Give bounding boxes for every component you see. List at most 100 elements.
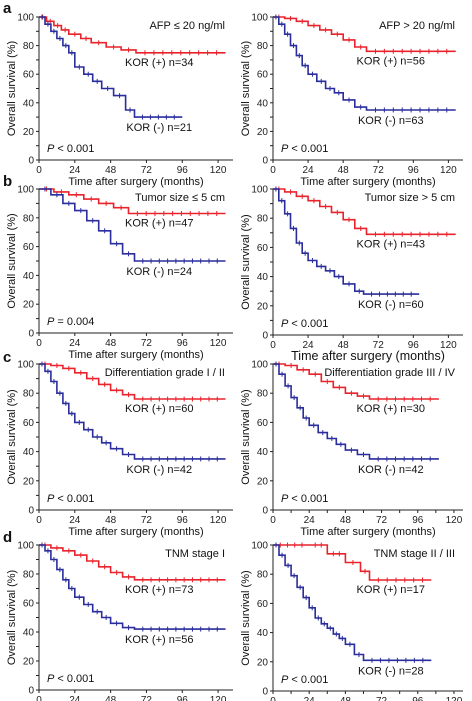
x-tick-label: 72 bbox=[141, 338, 153, 349]
y-tick-label: 0 bbox=[28, 156, 34, 167]
series-label: KOR (-) n=42 bbox=[126, 464, 192, 476]
series-label: KOR (+) n=34 bbox=[125, 57, 193, 69]
y-tick-label: 0 bbox=[262, 156, 268, 167]
y-tick-label: 40 bbox=[257, 628, 269, 639]
y-axis-label: Overall survival (%) bbox=[6, 389, 18, 484]
x-tick-label: 0 bbox=[36, 695, 42, 701]
y-tick-label: 20 bbox=[257, 476, 269, 487]
x-axis-label: Time after surgery (months) bbox=[300, 526, 435, 538]
y-tick-label: 40 bbox=[23, 628, 35, 639]
p-value-text: = 0.004 bbox=[54, 316, 94, 328]
y-tick-label: 40 bbox=[257, 447, 269, 458]
x-tick-label: 120 bbox=[446, 515, 463, 526]
p-value-label: P < 0.001 bbox=[281, 493, 328, 505]
panel-title: Differentiation grade III / IV bbox=[324, 367, 455, 379]
x-tick-label: 120 bbox=[210, 515, 227, 526]
p-value-label: P = 0.004 bbox=[47, 316, 94, 328]
y-tick-label: 0 bbox=[262, 331, 268, 342]
y-tick-label: 0 bbox=[262, 506, 268, 517]
y-tick-label: 60 bbox=[23, 599, 35, 610]
x-tick-label: 72 bbox=[376, 696, 388, 701]
x-tick-label: 96 bbox=[177, 338, 189, 349]
panel-b-right: 0 24 48 72 96 120 0 20 40 60 80 100 Time after surge… bbox=[240, 185, 463, 363]
x-tick-label: 48 bbox=[105, 165, 117, 176]
p-symbol: P bbox=[281, 493, 289, 505]
x-tick-label: 96 bbox=[177, 165, 189, 176]
panel-title: TNM stage I bbox=[165, 548, 225, 560]
y-tick-label: 100 bbox=[251, 360, 268, 371]
y-tick-label: 40 bbox=[23, 98, 35, 109]
y-tick-label: 0 bbox=[28, 329, 34, 340]
x-tick-label: 96 bbox=[177, 695, 189, 701]
x-tick-label: 72 bbox=[141, 515, 153, 526]
panel-b-left: 0 24 48 72 96 120 0 20 40 60 80 100 Time after surge… bbox=[6, 185, 233, 361]
p-value-label: P < 0.001 bbox=[47, 493, 94, 505]
p-value-label: P < 0.001 bbox=[281, 143, 328, 155]
y-axis-label: Overall survival (%) bbox=[240, 389, 252, 484]
x-tick-label: 48 bbox=[338, 165, 350, 176]
y-axis-label: Overall survival (%) bbox=[240, 570, 252, 665]
x-tick-label: 48 bbox=[105, 515, 117, 526]
x-tick-label: 24 bbox=[303, 165, 315, 176]
x-tick-label: 0 bbox=[36, 515, 42, 526]
panel-row-labels: a b c d bbox=[3, 0, 12, 546]
x-tick-label: 72 bbox=[373, 165, 385, 176]
p-symbol: P bbox=[281, 318, 289, 330]
y-tick-label: 0 bbox=[28, 686, 34, 697]
y-tick-label: 100 bbox=[17, 360, 34, 371]
p-symbol: P bbox=[281, 674, 289, 686]
y-tick-label: 60 bbox=[257, 243, 269, 254]
y-tick-label: 40 bbox=[23, 271, 35, 282]
y-tick-label: 20 bbox=[257, 301, 269, 312]
y-axis-label: Overall survival (%) bbox=[6, 570, 18, 665]
x-tick-label: 24 bbox=[304, 515, 316, 526]
y-tick-label: 100 bbox=[17, 541, 34, 552]
row-label-a: a bbox=[3, 0, 12, 17]
x-tick-label: 24 bbox=[304, 696, 316, 701]
panel-a-left: 0 24 48 72 96 120 0 20 40 60 80 100 Time after surge… bbox=[6, 13, 233, 188]
series-label: KOR (-) n=63 bbox=[358, 115, 424, 127]
series-label: KOR (+) n=56 bbox=[125, 634, 193, 646]
y-tick-label: 20 bbox=[23, 657, 35, 668]
y-tick-label: 40 bbox=[257, 272, 269, 283]
series-label: KOR (-) n=21 bbox=[126, 122, 192, 134]
p-symbol: P bbox=[47, 673, 55, 685]
y-axis-label: Overall survival (%) bbox=[240, 41, 252, 136]
x-tick-label: 72 bbox=[141, 165, 153, 176]
x-tick-label: 48 bbox=[338, 340, 350, 351]
p-value-label: P < 0.001 bbox=[47, 673, 94, 685]
series-label: KOR (+) n=60 bbox=[125, 403, 193, 415]
y-tick-label: 60 bbox=[257, 599, 269, 610]
y-tick-label: 0 bbox=[262, 687, 268, 698]
x-tick-label: 0 bbox=[270, 340, 276, 351]
x-tick-label: 72 bbox=[373, 340, 385, 351]
x-tick-label: 120 bbox=[446, 696, 463, 701]
p-value-text: < 0.001 bbox=[288, 318, 328, 330]
x-tick-label: 120 bbox=[440, 340, 457, 351]
y-tick-label: 60 bbox=[257, 70, 269, 81]
x-tick-label: 48 bbox=[105, 338, 117, 349]
y-tick-label: 20 bbox=[23, 300, 35, 311]
y-tick-label: 80 bbox=[257, 41, 269, 52]
series-label: KOR (-) n=42 bbox=[358, 464, 424, 476]
panel-title: Tumor size > 5 cm bbox=[365, 192, 455, 204]
series-label: KOR (-) n=60 bbox=[358, 299, 424, 311]
y-tick-label: 20 bbox=[23, 476, 35, 487]
p-value-text: < 0.001 bbox=[54, 143, 94, 155]
y-tick-label: 20 bbox=[257, 127, 269, 138]
x-tick-label: 48 bbox=[105, 695, 117, 701]
y-axis-label: Overall survival (%) bbox=[6, 41, 18, 136]
panel-title: Differentiation grade I / II bbox=[105, 367, 225, 379]
p-symbol: P bbox=[47, 316, 55, 328]
p-value-text: < 0.001 bbox=[288, 674, 328, 686]
x-tick-label: 24 bbox=[69, 695, 81, 701]
panel-title: TNM stage II / III bbox=[374, 548, 455, 560]
x-tick-label: 0 bbox=[270, 165, 276, 176]
x-axis-label: Time after surgery (months) bbox=[68, 176, 203, 188]
x-tick-label: 96 bbox=[177, 515, 189, 526]
x-tick-label: 24 bbox=[69, 515, 81, 526]
panel-title: Tumor size ≤ 5 cm bbox=[135, 192, 225, 204]
x-tick-label: 120 bbox=[210, 338, 227, 349]
